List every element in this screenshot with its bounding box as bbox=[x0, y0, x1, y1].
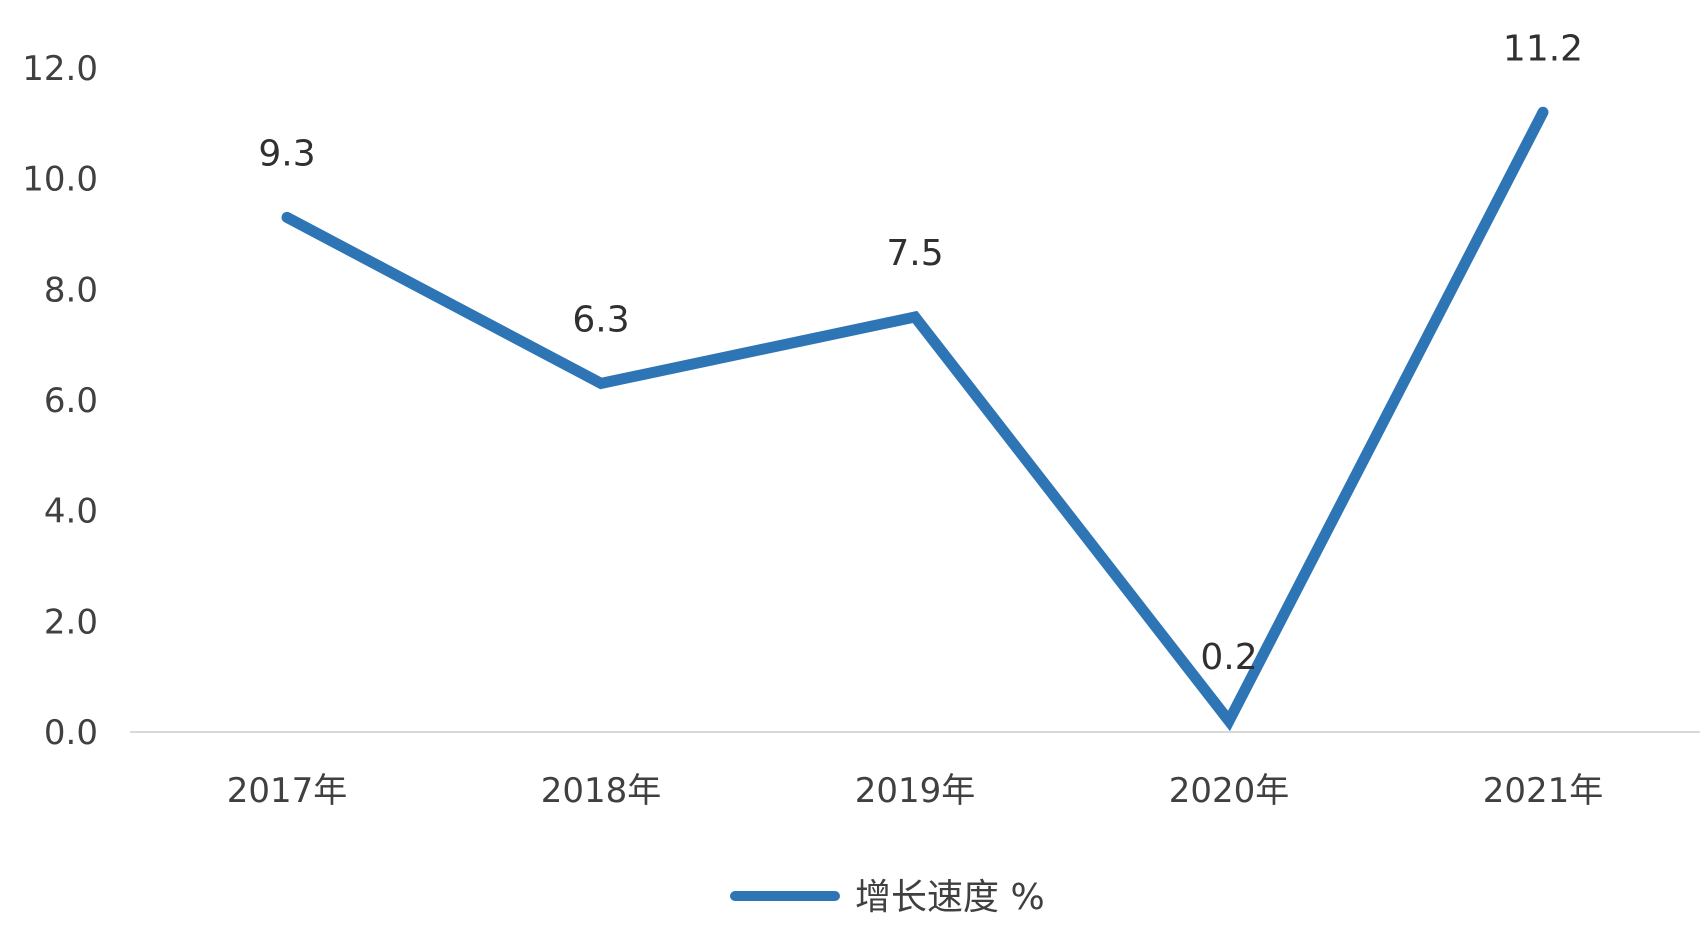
data-label: 11.2 bbox=[1503, 28, 1583, 69]
y-tick-label: 12.0 bbox=[22, 49, 98, 89]
y-tick-label: 10.0 bbox=[22, 160, 98, 200]
data-labels: 9.3 6.3 7.5 0.2 11.2 bbox=[258, 28, 1583, 678]
x-tick-label: 2021年 bbox=[1483, 771, 1604, 811]
legend-label: 增长速度 % bbox=[855, 877, 1045, 918]
y-tick-label: 8.0 bbox=[44, 270, 98, 310]
x-tick-label: 2018年 bbox=[541, 771, 662, 811]
data-label: 9.3 bbox=[258, 133, 315, 174]
y-tick-label: 6.0 bbox=[44, 381, 98, 421]
x-axis: 2017年 2018年 2019年 2020年 2021年 bbox=[227, 771, 1604, 811]
x-tick-label: 2020年 bbox=[1169, 771, 1290, 811]
series-line bbox=[281, 106, 1549, 732]
y-tick-label: 2.0 bbox=[44, 602, 98, 642]
data-label: 6.3 bbox=[572, 299, 629, 340]
data-label: 7.5 bbox=[886, 233, 943, 274]
y-axis: 0.0 2.0 4.0 6.0 8.0 10.0 12.0 bbox=[22, 49, 98, 753]
y-tick-label: 4.0 bbox=[44, 492, 98, 532]
x-tick-label: 2019年 bbox=[855, 771, 976, 811]
legend: 增长速度 % bbox=[730, 877, 1045, 918]
y-tick-label: 0.0 bbox=[44, 713, 98, 753]
data-label: 0.2 bbox=[1200, 637, 1257, 678]
x-tick-label: 2017年 bbox=[227, 771, 348, 811]
